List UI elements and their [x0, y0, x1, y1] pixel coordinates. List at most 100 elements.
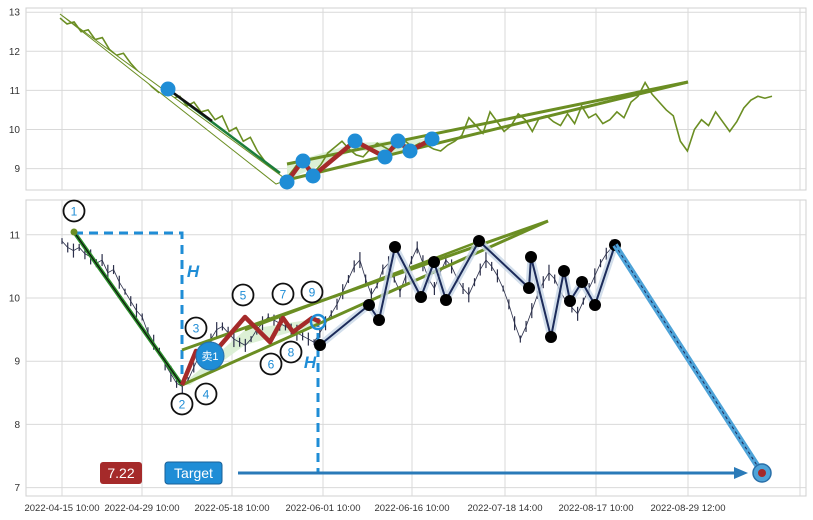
bottom-swing-dot — [523, 282, 535, 294]
bottom-price-segment — [514, 323, 521, 340]
measure-label-left: H — [187, 262, 200, 281]
wave-label-text: 9 — [309, 286, 316, 300]
top-y-tick-label: 12 — [9, 47, 21, 58]
bottom-price-segment — [600, 253, 607, 264]
wave-label-circle — [279, 340, 303, 364]
wave-label-text: 1 — [71, 205, 78, 219]
top-wave-marker — [424, 131, 440, 147]
x-tick-label: 2022-06-01 10:00 — [285, 503, 360, 514]
bottom-price-segment — [302, 335, 309, 340]
top-y-tick-label: 11 — [10, 86, 21, 97]
bottom-price-segment — [531, 294, 538, 311]
bottom-price-segment — [588, 275, 596, 289]
bottom-price-segment — [250, 329, 258, 340]
bottom-price-segment — [594, 263, 601, 277]
top-y-tick-label: 10 — [9, 125, 21, 136]
bottom-price-segment — [502, 288, 510, 305]
wave-label-text: 2 — [179, 398, 186, 412]
bottom-price-segment — [577, 300, 584, 314]
bottom-price-segment — [107, 269, 114, 274]
bottom-price-segment — [371, 285, 378, 296]
bottom-price-segment — [497, 275, 504, 289]
bottom-price-segment — [61, 240, 69, 248]
bottom-price-segment — [330, 304, 338, 315]
bottom-y-tick-label: 11 — [10, 230, 21, 241]
bottom-projection-line — [612, 243, 765, 475]
bottom-price-segment — [308, 338, 315, 343]
bottom-swing-dot — [545, 331, 557, 343]
bottom-swing-dot — [363, 299, 375, 311]
bottom-price-segment — [170, 373, 177, 384]
top-wave-marker — [295, 153, 311, 169]
bottom-swing-dot — [389, 241, 401, 253]
top-wave-marker — [347, 133, 363, 149]
bottom-price-segment — [491, 266, 498, 277]
bottom-mid-trend-line — [244, 238, 484, 332]
bottom-price-segment — [245, 338, 252, 346]
bottom-price-segment — [411, 247, 418, 261]
wave-label-text: 4 — [203, 388, 210, 402]
target-badge-box — [164, 461, 223, 485]
bottom-price-segment — [113, 269, 120, 283]
top-y-tick-label: 9 — [14, 164, 20, 175]
x-tick-label: 2022-08-17 10:00 — [558, 503, 633, 514]
bottom-y-tick-label: 7 — [14, 483, 20, 494]
bottom-price-segment — [365, 278, 372, 295]
wave-label-text: 6 — [268, 358, 275, 372]
bottom-price-segment — [353, 259, 361, 267]
bottom-price-segment — [222, 326, 229, 334]
bottom-y-tick-label: 10 — [9, 294, 21, 305]
bottom-swing-dot — [440, 294, 452, 306]
wave-label-text: 5 — [240, 289, 247, 303]
bottom-price-segment — [382, 262, 389, 270]
bottom-y-tick-label: 9 — [14, 357, 20, 368]
top-wave-marker — [402, 143, 418, 159]
bottom-price-segment — [359, 259, 367, 280]
bottom-price-segment — [525, 310, 533, 327]
wave-label-circle — [170, 392, 194, 416]
wave-label-circle — [300, 280, 324, 304]
bottom-price-segment — [439, 259, 447, 273]
price-badge-text: 7.22 — [107, 465, 134, 481]
wave1-start-marker — [70, 228, 78, 236]
x-tick-label: 2022-04-29 10:00 — [104, 503, 179, 514]
bottom-price-segment — [542, 272, 550, 283]
bottom-price-segment — [187, 367, 195, 381]
wave-label-circle — [62, 199, 86, 223]
wave-label-circle — [259, 352, 283, 376]
bottom-swing-dot — [525, 251, 537, 263]
wave-label-circle — [194, 382, 218, 406]
bottom-swing-dot — [415, 291, 427, 303]
bottom-swing-dot — [589, 299, 601, 311]
wave-label-circle — [184, 316, 208, 340]
top-y-tick-label: 13 — [9, 8, 21, 19]
top-lower-trend-line — [286, 80, 689, 182]
top-wave-marker — [279, 174, 295, 190]
bottom-price-segment — [376, 269, 384, 286]
price-badge-box — [100, 462, 142, 484]
bottom-swing-dot — [576, 276, 588, 288]
sell-tag-circle — [195, 341, 225, 371]
bottom-price-segment — [101, 259, 109, 273]
target-point-center — [758, 469, 766, 477]
bottom-price-segment — [233, 338, 240, 343]
bottom-measure-left — [74, 231, 184, 380]
bottom-price-segment — [210, 329, 218, 340]
target-arrow-head — [734, 467, 748, 479]
x-tick-label: 2022-08-29 12:00 — [650, 503, 725, 514]
measure-label-right: H — [304, 353, 317, 372]
bottom-price-segment — [479, 259, 487, 270]
bottom-price-segment — [141, 316, 149, 333]
bottom-price-segment — [393, 278, 401, 292]
bottom-price-segment — [164, 364, 172, 375]
wave-label-text: 3 — [193, 322, 200, 336]
bottom-price-segment — [176, 382, 183, 387]
bottom-panel-frame — [25, 199, 807, 497]
bottom-price-segment — [239, 341, 246, 346]
bottom-price-segment — [136, 310, 143, 318]
bottom-price-segment — [78, 247, 86, 255]
bottom-price-segment — [474, 269, 481, 283]
bottom-swing-dot — [373, 314, 385, 326]
wave-label-text: 7 — [280, 288, 287, 302]
